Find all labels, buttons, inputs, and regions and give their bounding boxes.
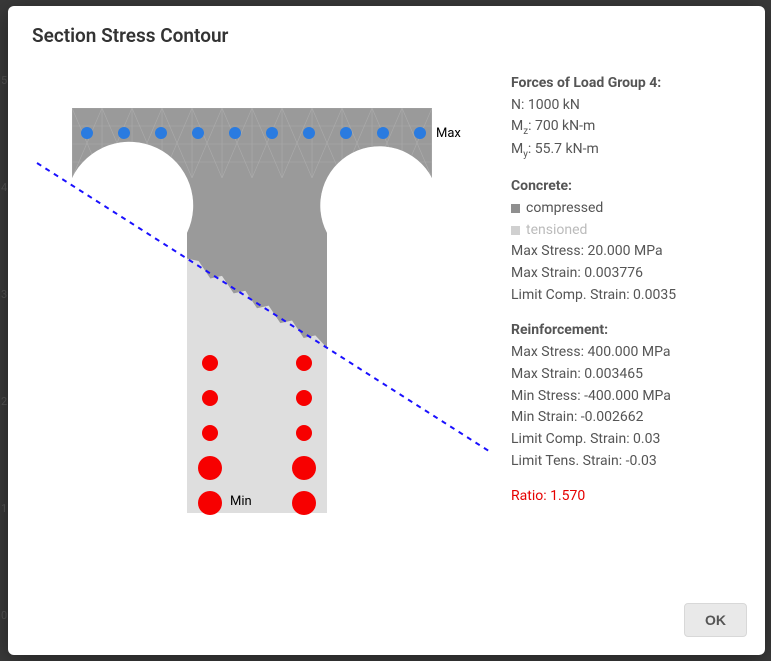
section-stress-modal: Section Stress Contour Max Min Forces of … (8, 6, 765, 655)
svg-text:Min: Min (230, 494, 252, 509)
concrete-limit-comp: Limit Comp. Strain: 0.0035 (511, 285, 741, 307)
axis-tick: 1 (1, 502, 7, 515)
axis-tick: 0 (1, 609, 7, 622)
info-panel: Forces of Load Group 4: N: 1000 kN Mz: 7… (501, 63, 741, 589)
reinf-min-stress: Min Stress: -400.000 MPa (511, 386, 741, 408)
concrete-heading: Concrete: (511, 176, 741, 198)
modal-title: Section Stress Contour (32, 24, 741, 47)
ratio-value: Ratio: 1.570 (511, 486, 741, 508)
reinf-max-stress: Max Stress: 400.000 MPa (511, 342, 741, 364)
forces-heading: Forces of Load Group 4: (511, 73, 741, 95)
reinf-min-strain: Min Strain: -0.002662 (511, 407, 741, 429)
modal-header: Section Stress Contour (8, 6, 765, 63)
legend-tensioned: tensioned (511, 220, 741, 242)
modal-body: Max Min Forces of Load Group 4: N: 1000 k… (8, 63, 765, 589)
concrete-max-strain: Max Strain: 0.003776 (511, 263, 741, 285)
force-n: N: 1000 kN (511, 95, 741, 117)
modal-footer: OK (8, 589, 765, 655)
ok-button[interactable]: OK (684, 603, 747, 637)
axis-tick: 4 (1, 181, 7, 194)
force-my: My: 55.7 kN-m (511, 139, 741, 162)
legend-compressed-swatch (511, 204, 520, 213)
reinf-max-strain: Max Strain: 0.003465 (511, 364, 741, 386)
axis-tick: 5 (1, 74, 7, 87)
reinf-heading: Reinforcement: (511, 320, 741, 342)
axis-tick: 3 (1, 288, 7, 301)
svg-text:Max: Max (436, 126, 461, 141)
section-svg: Max Min (32, 63, 492, 543)
force-mz: Mz: 700 kN-m (511, 116, 741, 139)
concrete-max-stress: Max Stress: 20.000 MPa (511, 241, 741, 263)
legend-compressed: compressed (511, 198, 741, 220)
section-diagram: Max Min (32, 63, 501, 589)
reinf-limit-comp: Limit Comp. Strain: 0.03 (511, 429, 741, 451)
axis-tick: 2 (1, 395, 7, 408)
reinf-limit-tens: Limit Tens. Strain: -0.03 (511, 451, 741, 473)
legend-tensioned-swatch (511, 226, 520, 235)
